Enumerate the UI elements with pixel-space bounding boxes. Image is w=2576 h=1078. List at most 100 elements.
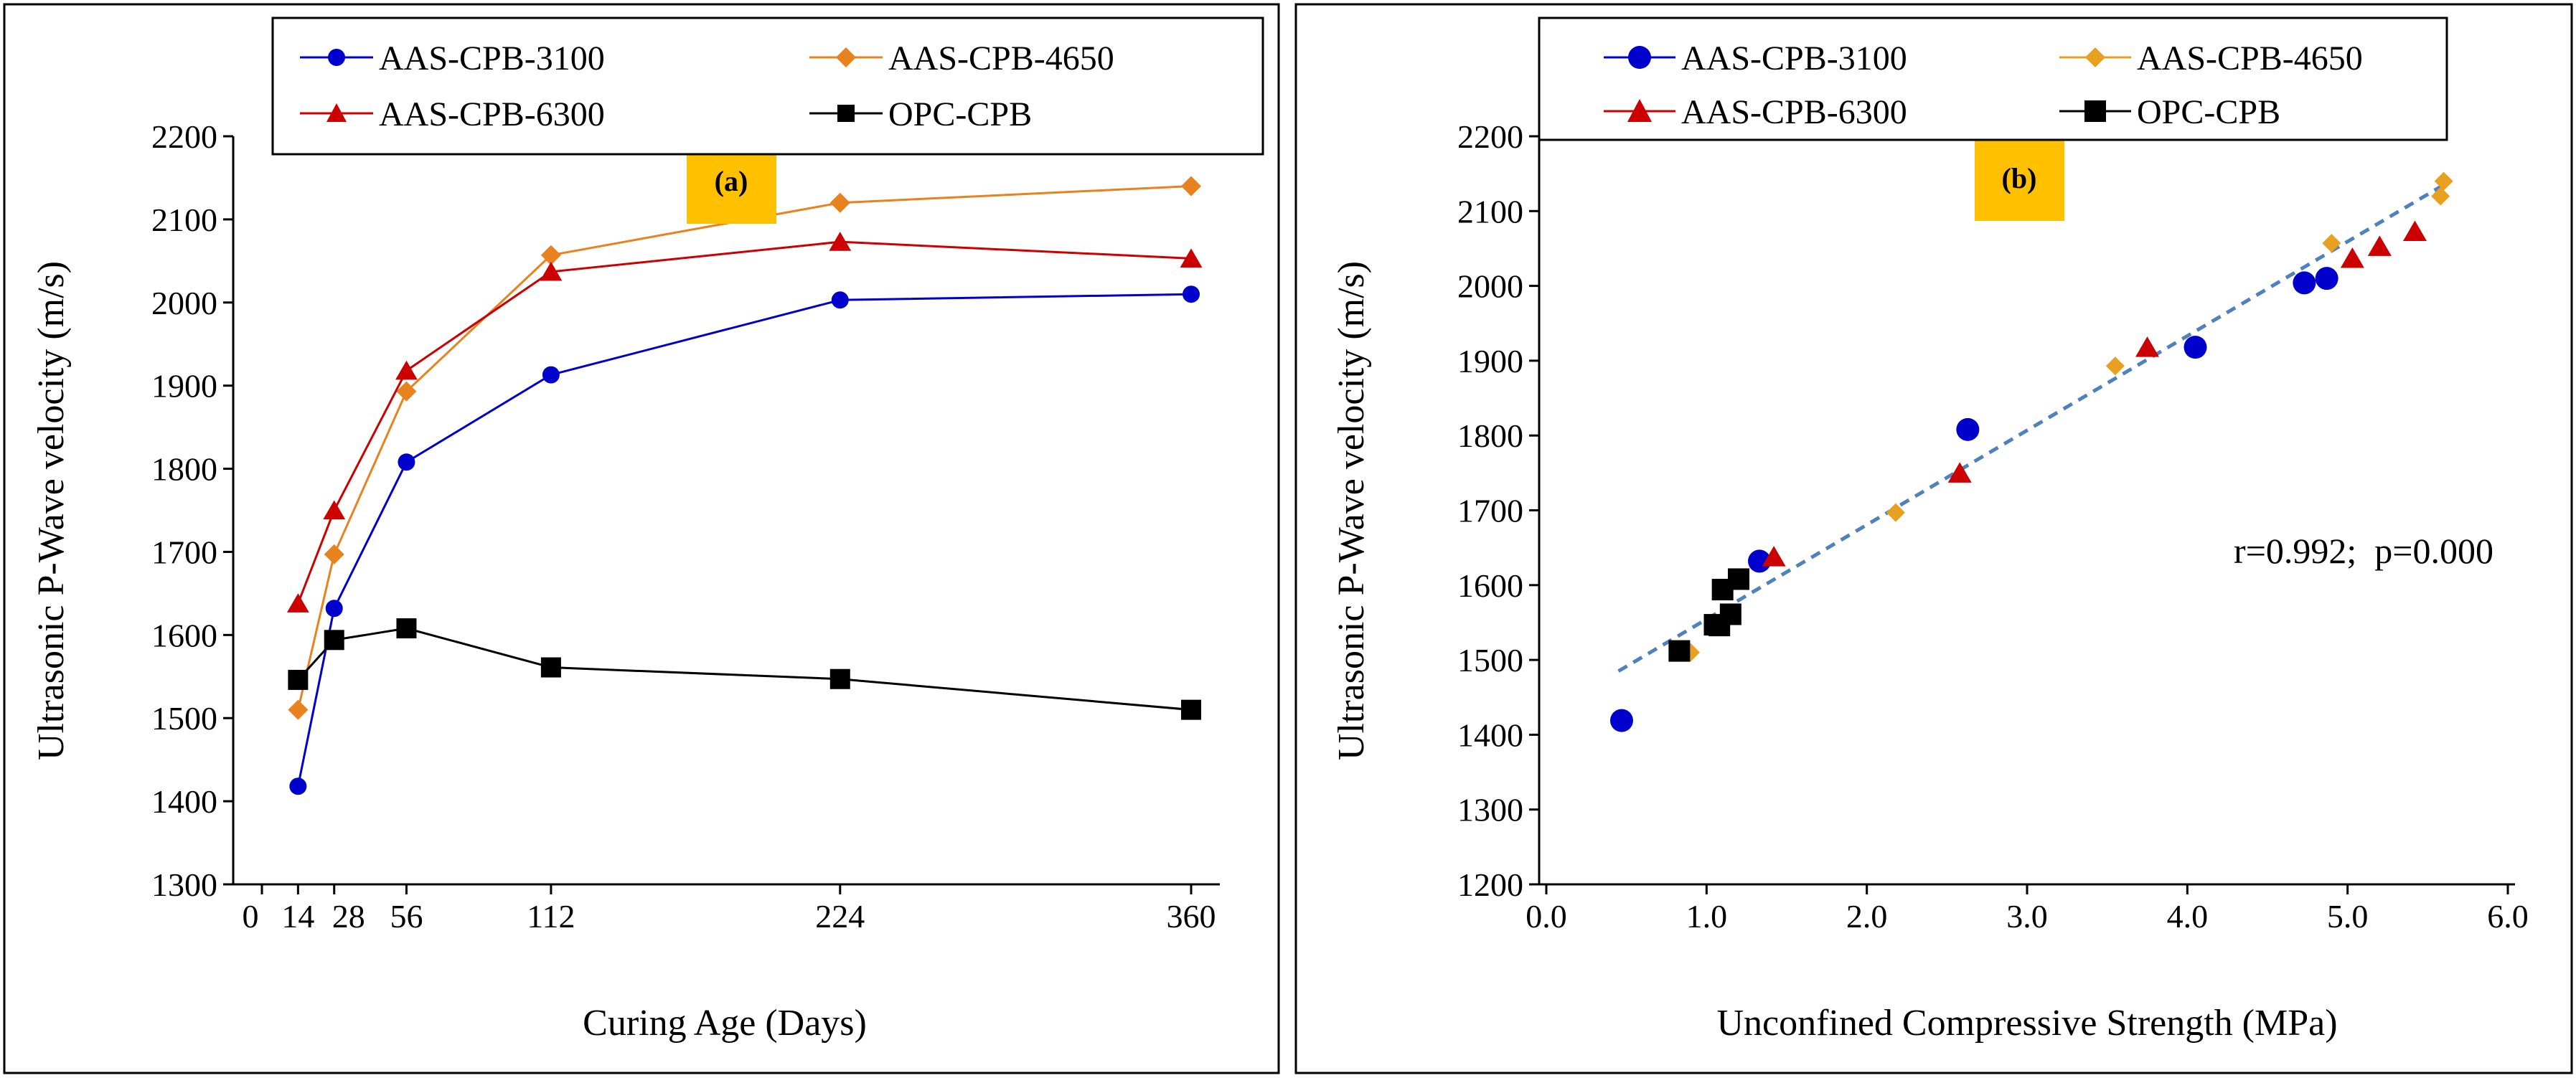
x-tick-label: 4.0 [2167,898,2209,935]
panel-a-frame [3,3,1280,1074]
data-point [829,192,850,213]
y-tick-label: 2000 [1457,268,1523,305]
chart-a-x-ticks: 0 14 28 56 112 224 360 [243,884,1216,935]
y-tick-label: 1900 [151,368,217,405]
x-tick-label: 360 [1167,898,1216,935]
chart-b-trendline [1617,183,2445,673]
panel-b-frame [1294,3,2573,1074]
legend-label: AAS-CPB-6300 [379,95,605,133]
data-point [1668,640,1691,662]
data-point [2184,336,2207,359]
data-point [1956,417,1980,441]
chart-a-series [286,176,1203,795]
data-point [1719,603,1741,625]
legend-triangle-marker [1627,99,1652,122]
y-tick-label: 1300 [151,866,217,903]
y-tick-label: 1600 [151,617,217,653]
data-point [288,669,309,690]
legend-triangle-marker [326,103,347,122]
x-tick-label: 56 [390,898,423,935]
chart-a-legend-entry-opc: OPC-CPB [809,95,1032,133]
data-point [829,668,850,689]
data-point [2367,235,2392,256]
data-point [324,544,344,564]
data-point [1748,549,1772,573]
x-tick-label: 1.0 [1686,898,1728,935]
x-tick-label: 6.0 [2487,898,2529,935]
series-line [296,240,1192,604]
chart-b-panel-label: (b) [2002,162,2037,194]
y-tick-label: 1700 [1457,493,1523,529]
data-point [540,245,561,265]
y-tick-label: 1400 [151,783,217,820]
data-point [831,291,849,309]
y-tick-label: 1500 [1457,642,1523,679]
y-tick-label: 2200 [1457,118,1523,155]
chart-a-legend-entry-aas-4650: AAS-CPB-4650 [809,39,1114,77]
data-point [1886,503,1905,522]
chart-b-legend-entry-opc: OPC-CPB [2059,93,2280,131]
legend-label: AAS-CPB-6300 [1681,93,1907,131]
data-point [325,600,343,618]
y-tick-label: 1200 [1457,866,1523,903]
legend-diamond-marker [2085,47,2105,67]
legend-label: AAS-CPB-4650 [888,39,1114,77]
data-point [324,630,344,651]
chart-b-correlation-annotation: r=0.992; p=0.000 [2234,531,2493,571]
data-point [2293,271,2316,295]
x-tick-label: 5.0 [2327,898,2369,935]
x-tick-label: 28 [332,898,365,935]
y-tick-label: 1900 [1457,343,1523,379]
x-tick-label: 0 [243,898,259,935]
y-tick-label: 2000 [151,285,217,321]
data-point [1180,248,1203,268]
data-point [2315,267,2338,290]
y-tick-label: 1300 [1457,792,1523,828]
y-tick-label: 1600 [1457,567,1523,604]
chart-a-y-axis-title: Ultrasonic P-Wave velocity (m/s) [31,261,72,760]
legend-label: AAS-CPB-4650 [2137,39,2363,77]
chart-a-legend-entry-aas-6300: AAS-CPB-6300 [300,95,605,133]
y-tick-label: 2200 [151,118,217,155]
series-line [296,185,1192,710]
y-tick-label: 1400 [1457,717,1523,753]
legend-circle-marker [328,49,345,66]
data-point [395,360,418,380]
x-tick-label: 3.0 [2006,898,2048,935]
chart-a: 1300 1400 1500 1600 1700 1800 1900 2000 2100 2200… [31,16,1264,1044]
data-point [286,593,309,613]
x-tick-label: 224 [815,898,865,935]
y-tick-label: 1800 [151,451,217,488]
chart-b-series [1609,171,2453,732]
legend-square-marker [2084,100,2106,122]
x-tick-label: 2.0 [1846,898,1888,935]
data-point [323,500,346,520]
data-point [2135,336,2159,357]
data-point [396,618,417,639]
y-tick-label: 1800 [1457,417,1523,454]
y-tick-label: 1700 [151,534,217,570]
chart-a-axes [232,136,1220,886]
data-point [1181,176,1201,197]
data-point [1183,285,1200,303]
legend-diamond-marker [836,47,856,67]
data-point [288,699,309,720]
chart-a-legend-entry-aas-3100: AAS-CPB-3100 [300,39,605,77]
data-point [289,777,307,795]
data-point [2434,171,2453,191]
legend-label: AAS-CPB-3100 [379,39,605,77]
data-point [540,261,563,281]
chart-b-legend-entry-aas-3100: AAS-CPB-3100 [1604,39,1907,77]
chart-a-legend-box [271,16,1264,156]
chart-a-legend: AAS-CPB-3100 AAS-CPB-4650 AAS-CPB-6300 O… [271,16,1264,156]
data-point [542,366,560,384]
chart-b-y-ticks: 1200 1300 1400 1500 1600 1700 1800 1900 2000 2100… [1457,118,1539,903]
chart-b-panel-label-box [1975,138,2064,221]
chart-b-legend-entry-aas-6300: AAS-CPB-6300 [1604,93,1907,131]
data-point [1609,709,1633,732]
data-point [1762,546,1786,567]
data-point [1181,699,1201,720]
data-point [2322,234,2341,253]
chart-b-x-ticks: 0.0 1.0 2.0 3.0 4.0 5.0 6.0 [1526,884,2529,935]
legend-square-marker [837,105,855,122]
